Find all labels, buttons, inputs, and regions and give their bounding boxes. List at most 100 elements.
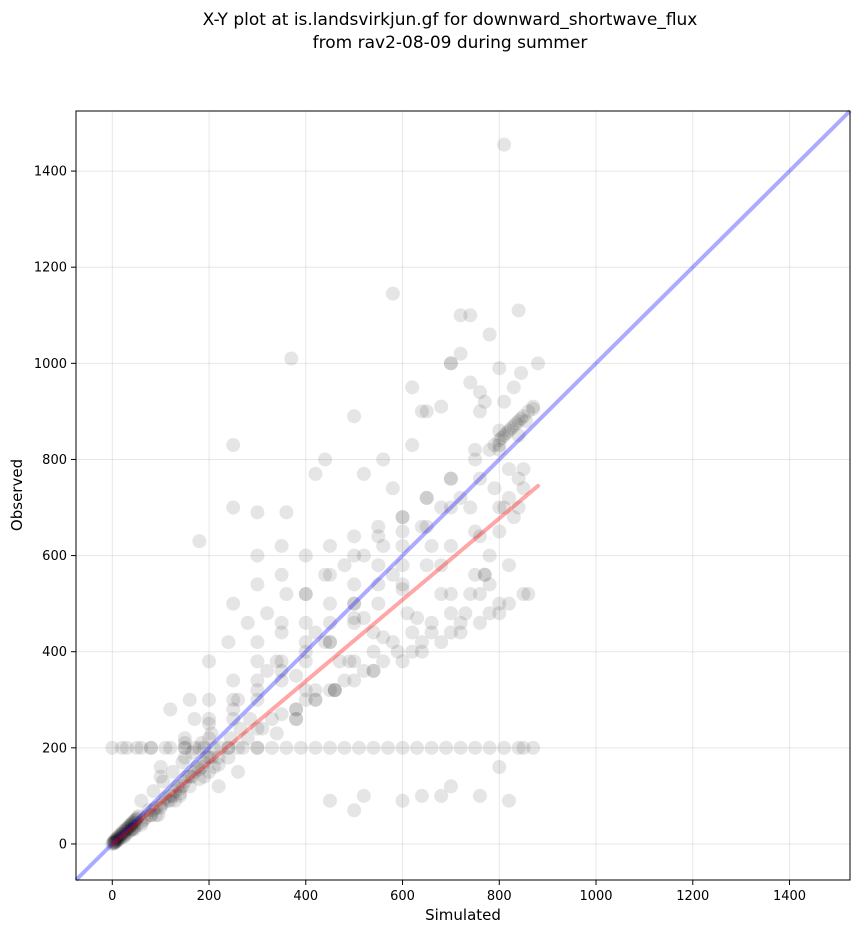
data-point xyxy=(129,818,144,833)
data-point xyxy=(298,615,313,630)
reference-lines xyxy=(74,109,852,882)
data-point xyxy=(318,635,333,650)
data-point xyxy=(221,740,236,755)
data-point xyxy=(151,808,166,823)
data-point xyxy=(211,750,226,765)
data-point xyxy=(163,702,178,717)
data-point xyxy=(521,404,536,419)
data-point xyxy=(434,558,449,573)
data-point xyxy=(129,811,144,826)
data-point xyxy=(347,611,362,626)
data-point xyxy=(492,438,507,453)
data-point xyxy=(516,587,531,602)
data-point xyxy=(107,833,122,848)
data-point xyxy=(192,762,207,777)
data-point xyxy=(492,760,507,775)
data-point xyxy=(366,663,381,678)
data-point xyxy=(322,635,337,650)
data-point xyxy=(530,356,545,371)
data-point xyxy=(124,822,139,837)
data-point xyxy=(153,760,168,775)
data-point xyxy=(385,481,400,496)
data-point xyxy=(518,414,533,429)
data-point xyxy=(322,793,337,808)
data-point xyxy=(443,471,458,486)
data-point xyxy=(105,740,120,755)
data-point xyxy=(177,736,192,751)
data-point xyxy=(347,548,362,563)
y-tick-label: 800 xyxy=(42,453,67,468)
data-point xyxy=(424,625,439,640)
data-point xyxy=(347,654,362,669)
data-point xyxy=(308,466,323,481)
data-point xyxy=(424,740,439,755)
data-point xyxy=(134,793,149,808)
data-point xyxy=(165,788,180,803)
data-point xyxy=(419,490,434,505)
data-point xyxy=(477,394,492,409)
data-point xyxy=(279,740,294,755)
x-axis: 0 200 400 600 800 1000 1200 1400 xyxy=(108,880,806,904)
data-point xyxy=(322,740,337,755)
data-point xyxy=(497,428,512,443)
data-point xyxy=(497,500,512,515)
data-point xyxy=(347,803,362,818)
data-point xyxy=(516,740,531,755)
data-point xyxy=(414,404,429,419)
data-point xyxy=(124,816,139,831)
data-point xyxy=(506,510,521,525)
data-point xyxy=(308,692,323,707)
data-point xyxy=(279,505,294,520)
data-point xyxy=(327,683,342,698)
data-point xyxy=(506,418,521,433)
data-point xyxy=(163,740,178,755)
data-point xyxy=(113,830,128,845)
data-point xyxy=(298,635,313,650)
data-point xyxy=(106,834,121,849)
data-point xyxy=(347,596,362,611)
data-point xyxy=(189,760,204,775)
data-point xyxy=(274,538,289,553)
data-point xyxy=(443,356,458,371)
data-point xyxy=(112,828,127,843)
data-point xyxy=(185,745,200,760)
data-point xyxy=(226,438,241,453)
data-point xyxy=(347,596,362,611)
data-point xyxy=(211,757,226,772)
data-point xyxy=(202,711,217,726)
data-point xyxy=(332,654,347,669)
data-point xyxy=(114,740,129,755)
data-point xyxy=(250,548,265,563)
data-point xyxy=(192,772,207,787)
data-point xyxy=(366,740,381,755)
data-point xyxy=(318,567,333,582)
data-point xyxy=(347,577,362,592)
data-point xyxy=(153,800,168,815)
data-point xyxy=(250,577,265,592)
data-point xyxy=(514,365,529,380)
data-point xyxy=(419,558,434,573)
data-point xyxy=(472,404,487,419)
data-point xyxy=(274,707,289,722)
data-point xyxy=(187,711,202,726)
data-point xyxy=(231,692,246,707)
data-point xyxy=(221,740,236,755)
data-point xyxy=(127,820,142,835)
data-point xyxy=(298,548,313,563)
data-point xyxy=(414,788,429,803)
data-point xyxy=(526,740,541,755)
data-point xyxy=(182,692,197,707)
x-tick-label: 1400 xyxy=(773,889,806,904)
data-point xyxy=(139,810,154,825)
data-point xyxy=(289,702,304,717)
data-point xyxy=(366,644,381,659)
data-point xyxy=(511,414,526,429)
data-point xyxy=(468,452,483,467)
data-point xyxy=(134,817,149,832)
data-point xyxy=(124,822,139,837)
data-point xyxy=(274,654,289,669)
y-tick-label: 1200 xyxy=(34,261,67,276)
data-point xyxy=(187,740,202,755)
data-point xyxy=(114,830,129,845)
data-point xyxy=(226,692,241,707)
